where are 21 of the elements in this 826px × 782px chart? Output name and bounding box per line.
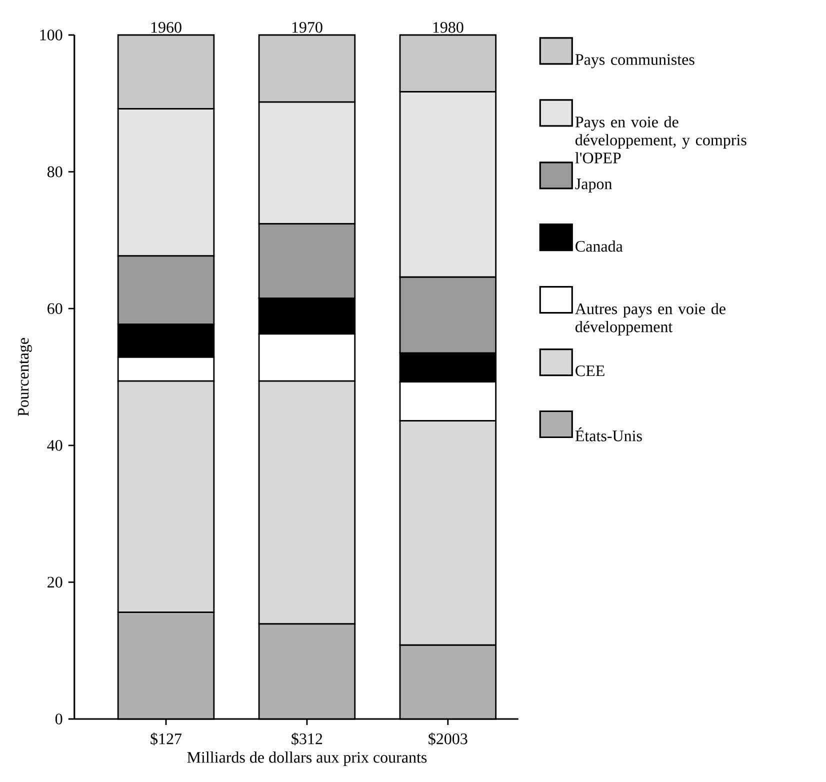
text: Pays en voie de développement, y compris l'OPEP (575, 116, 746, 164)
annotation: 1980 (433, 22, 464, 33)
y-tick-label: 100 (40, 30, 62, 40)
y-axis-title: Pourcentage (18, 338, 32, 416)
x-axis-title: Milliards de dollars aux prix courants (187, 752, 427, 766)
legend-label: CEE (576, 365, 604, 376)
x-tick-label: $312 (292, 732, 322, 746)
annotation: 1960 (151, 22, 182, 33)
text: Autres pays en voie de développement (575, 302, 726, 336)
y-tick-label: 80 (47, 166, 62, 178)
y-tick-label: 60 (48, 303, 62, 314)
legend-label: États-Unis (575, 427, 642, 442)
y-tick-label: 20 (48, 576, 62, 588)
y-tick-label: 0 (55, 714, 62, 724)
y-tick-label: 40 (47, 440, 62, 451)
legend-label: Canada (576, 240, 623, 252)
legend-label: Pays communistes (575, 54, 694, 68)
legend-label: Japon (575, 178, 612, 193)
x-tick-label: $2003 (428, 732, 468, 746)
annotation: 1970 (292, 22, 322, 33)
x-tick-label: $127 (150, 732, 182, 746)
